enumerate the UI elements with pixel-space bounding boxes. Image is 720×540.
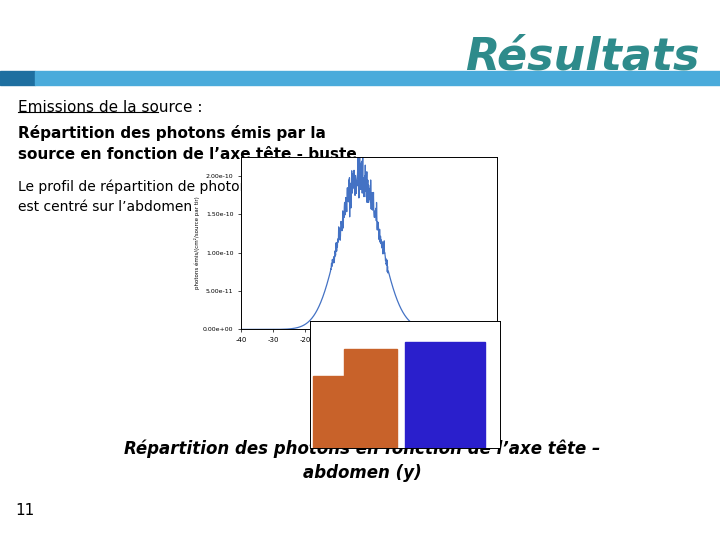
- Text: Résultats: Résultats: [466, 35, 700, 78]
- Bar: [344, 349, 397, 376]
- Text: 11: 11: [15, 503, 35, 518]
- Text: Répartition des photons en fonction de l’axe tête –
abdomen (y): Répartition des photons en fonction de l…: [124, 440, 600, 482]
- X-axis label: axe des y (cm): axe des y (cm): [343, 346, 395, 352]
- Y-axis label: photons émis/(cm²/source par tir): photons émis/(cm²/source par tir): [194, 197, 200, 289]
- Bar: [35, 71, 720, 85]
- Bar: [0, 71, 35, 85]
- Text: Répartition des photons émis par la
source en fonction de l’axe tête - buste: Répartition des photons émis par la sour…: [18, 125, 356, 162]
- Bar: [313, 376, 397, 448]
- Text: Le profil de répartition de photons
est centré sur l’abdomen: Le profil de répartition de photons est …: [18, 180, 256, 214]
- Bar: [405, 342, 485, 448]
- Text: Emissions de la source :: Emissions de la source :: [18, 100, 202, 115]
